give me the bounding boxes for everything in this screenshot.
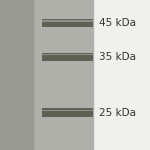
Bar	[0, 0, 93, 150]
Text: 45 kDa: 45 kDa	[99, 18, 136, 28]
Bar	[42, 19, 93, 27]
Text: 25 kDa: 25 kDa	[99, 108, 136, 117]
Bar	[42, 53, 93, 61]
Bar	[42, 20, 93, 22]
Bar	[42, 110, 93, 111]
Text: 35 kDa: 35 kDa	[99, 52, 136, 62]
Bar	[0, 0, 33, 150]
Bar	[42, 108, 93, 117]
Bar	[42, 54, 93, 55]
